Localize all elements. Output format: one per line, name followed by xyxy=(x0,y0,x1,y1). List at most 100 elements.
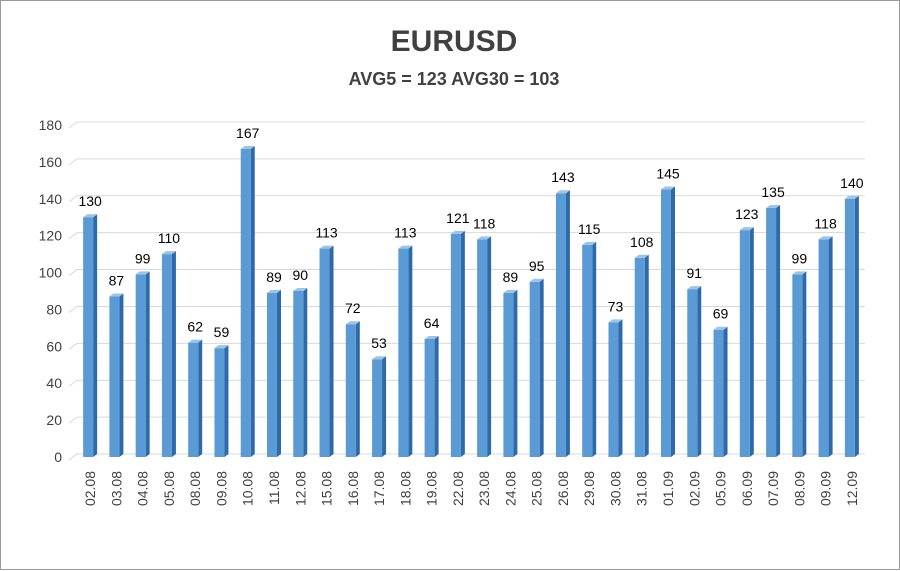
bar-front xyxy=(109,296,120,457)
x-tick-label: 16.08 xyxy=(345,471,361,506)
bar-front xyxy=(240,148,251,457)
bar-front xyxy=(267,292,277,457)
bar-top xyxy=(766,205,781,208)
bar-side xyxy=(355,321,360,457)
gridline xyxy=(68,305,865,313)
data-label: 87 xyxy=(109,273,125,289)
bar-front xyxy=(293,291,304,457)
x-tick-label: 01.09 xyxy=(660,471,676,506)
bar xyxy=(267,289,281,457)
y-tick-label: 80 xyxy=(46,301,62,317)
x-tick-label: 03.08 xyxy=(108,471,124,506)
data-label: 108 xyxy=(630,234,654,250)
bar xyxy=(555,190,570,457)
bar-top xyxy=(792,271,807,275)
gridline xyxy=(68,269,865,276)
data-label: 90 xyxy=(292,267,308,283)
y-tick-label: 60 xyxy=(46,338,62,354)
bar xyxy=(844,195,859,457)
bar-side xyxy=(487,236,492,457)
bar xyxy=(161,251,176,457)
x-tick-label: 08.08 xyxy=(187,471,203,506)
bar-top xyxy=(555,190,570,194)
bar-front xyxy=(398,248,409,457)
bar xyxy=(608,319,623,457)
bar-side xyxy=(250,145,255,457)
x-tick-label: 06.09 xyxy=(739,471,755,506)
bar-top xyxy=(267,289,281,293)
gridline xyxy=(68,342,865,350)
data-label: 91 xyxy=(686,265,702,281)
x-tick-label: 04.08 xyxy=(135,471,151,506)
data-label: 113 xyxy=(315,225,338,241)
data-label: 73 xyxy=(608,298,624,314)
bar xyxy=(766,205,781,457)
bar xyxy=(109,293,124,457)
bar-top xyxy=(372,356,387,360)
bar-front xyxy=(83,217,94,457)
bar-side xyxy=(329,245,334,457)
bar-side xyxy=(145,271,150,457)
bar-top xyxy=(818,236,833,240)
x-tick-label: 17.08 xyxy=(371,471,387,506)
bar xyxy=(503,289,518,457)
bar-front xyxy=(135,274,146,457)
bar xyxy=(582,241,597,457)
bar-front xyxy=(555,193,566,457)
bar xyxy=(188,339,203,457)
bar xyxy=(83,214,98,457)
bar xyxy=(529,278,544,457)
bar-side xyxy=(382,356,387,457)
x-tick-label: 10.08 xyxy=(240,471,256,506)
data-label: 145 xyxy=(656,166,680,182)
bar-side xyxy=(592,241,597,457)
bar xyxy=(372,356,387,457)
bar-top xyxy=(713,326,728,330)
bar-front xyxy=(372,359,383,457)
x-tick-label: 12.08 xyxy=(292,471,308,506)
gridline xyxy=(68,121,865,129)
bar-top xyxy=(135,271,150,275)
y-axis-ticks: 0 20 40 60 80 100 120 140 160 180 xyxy=(39,117,63,465)
bar-front xyxy=(214,348,225,457)
bar-side xyxy=(644,254,649,457)
data-label: 121 xyxy=(446,210,470,226)
data-label: 53 xyxy=(371,335,387,351)
bar-front xyxy=(661,189,671,458)
data-label: 95 xyxy=(529,258,545,274)
x-tick-label: 02.08 xyxy=(82,471,98,506)
data-label: 72 xyxy=(345,300,361,316)
bar xyxy=(319,245,334,457)
bar xyxy=(450,230,465,457)
bar-side xyxy=(539,278,544,457)
y-tick-label: 40 xyxy=(46,375,62,391)
bar-side xyxy=(460,230,465,457)
data-label: 118 xyxy=(473,215,496,231)
bar-top xyxy=(293,288,308,291)
bar-front xyxy=(713,329,724,457)
bar-top xyxy=(319,245,334,249)
bar-front xyxy=(766,208,777,457)
bar-front xyxy=(424,338,435,457)
x-tick-label: 02.09 xyxy=(686,471,702,506)
data-label: 64 xyxy=(424,315,440,331)
bar-top xyxy=(634,254,649,258)
x-tick-label: 15.08 xyxy=(319,471,335,506)
bar-top xyxy=(214,345,229,349)
gridline xyxy=(68,379,865,387)
x-tick-label: 31.08 xyxy=(634,471,650,506)
bar xyxy=(634,254,649,457)
bar-side xyxy=(224,345,229,457)
bar-side xyxy=(565,190,570,457)
data-label: 113 xyxy=(394,225,417,241)
data-label: 89 xyxy=(266,269,282,285)
x-axis-ticks: 02.08 03.08 04.08 05.08 08.08 09.08 10.08 11.08… xyxy=(82,471,860,506)
bar-top xyxy=(161,251,176,255)
bar-front xyxy=(188,342,199,457)
bar-top xyxy=(398,245,413,249)
bar-front xyxy=(687,289,698,457)
bar-top xyxy=(240,145,255,149)
